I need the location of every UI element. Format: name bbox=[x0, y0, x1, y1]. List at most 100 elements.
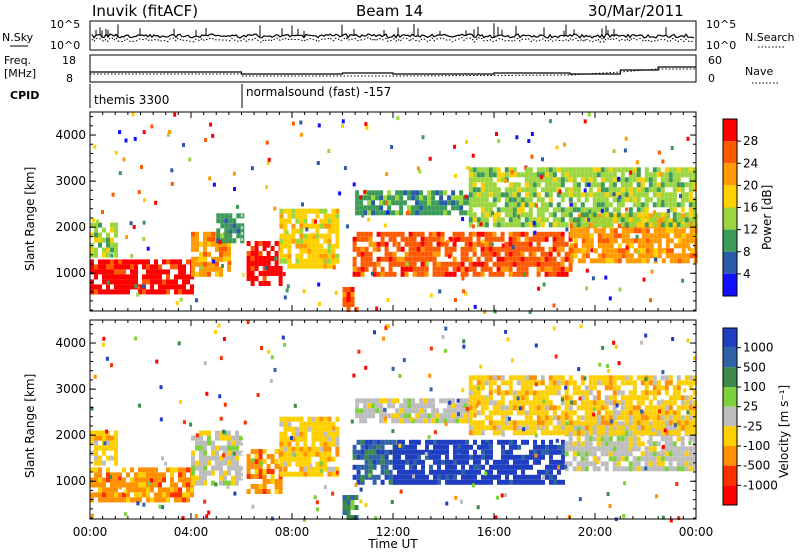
echo-cell bbox=[445, 469, 449, 475]
scatter-echo bbox=[331, 491, 335, 496]
echo-cell bbox=[484, 202, 489, 208]
echo-cell bbox=[224, 233, 229, 239]
echo-cell bbox=[677, 238, 682, 244]
echo-cell bbox=[291, 208, 296, 214]
echo-cell bbox=[287, 461, 292, 467]
echo-cell bbox=[632, 217, 637, 223]
scatter-echo bbox=[534, 382, 538, 387]
echo-cell bbox=[449, 464, 453, 470]
echo-cell bbox=[384, 459, 389, 465]
echo-cell bbox=[588, 410, 593, 416]
echo-cell bbox=[291, 436, 296, 442]
echo-cell bbox=[481, 439, 485, 445]
scatter-echo bbox=[137, 285, 140, 290]
echo-cell bbox=[568, 172, 573, 178]
echo-cell bbox=[162, 487, 166, 493]
echo-cell bbox=[584, 167, 589, 173]
echo-cell bbox=[561, 439, 565, 445]
echo-cell bbox=[676, 425, 681, 431]
echo-cell bbox=[657, 218, 662, 224]
echo-cell bbox=[628, 212, 633, 218]
echo-cell bbox=[356, 439, 361, 445]
echo-cell bbox=[552, 217, 557, 223]
echo-cell bbox=[572, 441, 577, 447]
echo-cell bbox=[335, 426, 340, 432]
echo-cell bbox=[445, 439, 449, 445]
echo-cell bbox=[211, 470, 215, 476]
echo-cell bbox=[604, 177, 609, 183]
scatter-echo bbox=[518, 406, 522, 411]
echo-cell bbox=[692, 456, 697, 462]
scatter-echo bbox=[232, 451, 236, 456]
echo-cell bbox=[283, 421, 288, 427]
echo-cell bbox=[380, 464, 385, 470]
echo-cell bbox=[620, 380, 625, 386]
echo-cell bbox=[413, 439, 417, 445]
echo-cell bbox=[561, 444, 565, 450]
echo-cell bbox=[540, 410, 545, 416]
echo-cell bbox=[557, 469, 561, 475]
echo-cell bbox=[417, 449, 421, 455]
echo-cell bbox=[580, 222, 585, 228]
scatter-echo bbox=[246, 320, 250, 325]
echo-cell bbox=[501, 469, 505, 475]
echo-cell bbox=[560, 236, 565, 242]
echo-cell bbox=[254, 464, 259, 469]
echo-cell bbox=[625, 258, 630, 264]
echo-cell bbox=[496, 266, 501, 272]
echo-cell bbox=[580, 446, 585, 452]
echo-cell bbox=[500, 256, 505, 262]
echo-cell bbox=[391, 413, 396, 419]
echo-cell bbox=[560, 266, 565, 272]
echo-cell bbox=[600, 420, 605, 426]
echo-cell bbox=[215, 445, 219, 451]
echo-cell bbox=[468, 177, 473, 183]
echo-cell bbox=[496, 222, 501, 228]
echo-cell bbox=[589, 243, 594, 249]
echo-cell bbox=[492, 236, 497, 242]
echo-cell bbox=[191, 256, 195, 262]
scatter-echo bbox=[250, 166, 254, 171]
echo-cell bbox=[315, 471, 320, 477]
echo-cell bbox=[246, 459, 251, 464]
echo-cell bbox=[680, 466, 685, 472]
echo-cell bbox=[186, 279, 190, 285]
echo-cell bbox=[431, 205, 436, 211]
echo-cell bbox=[528, 400, 533, 406]
scatter-echo bbox=[158, 504, 162, 509]
echo-cell bbox=[419, 418, 424, 424]
scatter-echo bbox=[221, 264, 224, 268]
echo-cell bbox=[616, 375, 621, 381]
echo-cell bbox=[142, 289, 146, 295]
echo-cell bbox=[640, 212, 645, 218]
echo-cell bbox=[371, 210, 376, 216]
echo-cell bbox=[146, 487, 150, 493]
echo-cell bbox=[664, 436, 669, 442]
echo-cell bbox=[493, 474, 497, 480]
echo-cell bbox=[142, 279, 146, 285]
echo-cell bbox=[254, 241, 259, 246]
echo-cell bbox=[660, 197, 665, 203]
echo-cell bbox=[287, 426, 292, 432]
scatter-echo bbox=[368, 473, 372, 478]
echo-cell bbox=[427, 398, 432, 404]
echo-cell bbox=[220, 238, 225, 244]
echo-cell bbox=[556, 415, 561, 421]
echo-cell bbox=[572, 217, 577, 223]
echo-cell bbox=[604, 212, 609, 218]
echo-cell bbox=[463, 408, 468, 414]
echo-cell bbox=[684, 395, 689, 401]
echo-cell bbox=[223, 470, 227, 476]
echo-cell bbox=[90, 222, 94, 228]
echo-cell bbox=[118, 482, 122, 488]
scatter-echo bbox=[625, 245, 629, 250]
scatter-echo bbox=[352, 182, 356, 187]
echo-cell bbox=[556, 202, 561, 208]
echo-cell bbox=[688, 182, 693, 188]
scatter-echo bbox=[461, 276, 465, 281]
echo-cell bbox=[560, 425, 565, 431]
echo-cell bbox=[692, 217, 697, 223]
scatter-echo bbox=[341, 119, 345, 124]
echo-cell bbox=[283, 466, 288, 472]
echo-cell bbox=[536, 207, 541, 213]
